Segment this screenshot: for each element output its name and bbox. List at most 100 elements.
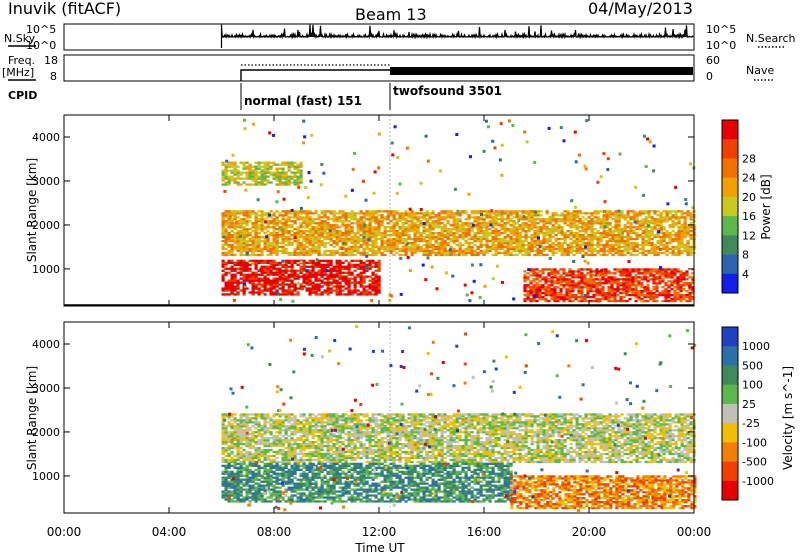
heatmap-cell <box>497 230 501 233</box>
heatmap-cell <box>311 273 315 276</box>
heatmap-cell <box>682 274 686 277</box>
heatmap-cell <box>638 210 642 213</box>
heatmap-cell <box>224 431 228 434</box>
heatmap-cell <box>308 251 312 255</box>
heatmap-cell <box>338 245 342 249</box>
heatmap-cell <box>662 245 666 249</box>
heatmap-cell <box>368 261 372 264</box>
heatmap-cell <box>476 218 480 221</box>
heatmap-cell <box>233 247 237 251</box>
heatmap-cell <box>652 280 656 283</box>
heatmap-cell <box>299 175 303 178</box>
heatmap-cell <box>533 160 537 164</box>
heatmap-cell <box>248 175 252 178</box>
heatmap-cell <box>529 270 533 273</box>
heatmap-cell <box>635 235 639 239</box>
heatmap-cell <box>320 162 324 166</box>
heatmap-cell <box>227 267 231 270</box>
heatmap-cell <box>464 251 468 255</box>
heatmap-cell <box>260 253 264 257</box>
heatmap-cell <box>254 446 258 450</box>
heatmap-cell <box>257 214 261 217</box>
heatmap-cell <box>371 218 375 221</box>
heatmap-cell <box>446 234 450 237</box>
heatmap-cell <box>437 220 441 223</box>
heatmap-cell <box>338 263 342 266</box>
heatmap-cell <box>341 210 345 213</box>
heatmap-cell <box>239 220 243 223</box>
heatmap-cell <box>242 222 246 225</box>
heatmap-cell <box>251 437 255 440</box>
heatmap-cell <box>269 267 273 270</box>
heatmap-cell <box>652 288 656 291</box>
heatmap-cell <box>305 234 309 237</box>
heatmap-cell <box>482 237 486 241</box>
heatmap-cell <box>625 278 629 281</box>
heatmap-cell <box>266 454 270 458</box>
heatmap-cell <box>674 232 678 235</box>
heatmap-cell <box>491 218 495 221</box>
heatmap-cell <box>263 413 267 416</box>
heatmap-cell <box>305 210 309 213</box>
heatmap-cell <box>372 191 376 195</box>
heatmap-cell <box>245 243 249 247</box>
heatmap-cell <box>335 251 339 255</box>
heatmap-cell <box>446 228 450 231</box>
heatmap-cell <box>266 165 270 168</box>
heatmap-cell <box>530 226 534 229</box>
heatmap-cell <box>296 177 300 180</box>
heatmap-cell <box>482 222 486 225</box>
heatmap-cell <box>281 234 285 237</box>
heatmap-cell <box>266 169 270 172</box>
heatmap-cell <box>326 261 330 264</box>
heatmap-cell <box>664 298 668 301</box>
heatmap-cell <box>413 243 417 247</box>
heatmap-cell <box>350 277 354 280</box>
heatmap-cell <box>602 218 606 221</box>
heatmap-cell <box>317 226 321 229</box>
heatmap-cell <box>284 220 288 223</box>
heatmap-cell <box>281 183 285 186</box>
heatmap-cell <box>689 212 693 215</box>
heatmap-cell <box>281 218 285 221</box>
heatmap-cell <box>526 294 530 297</box>
heatmap-cell <box>521 212 525 215</box>
heatmap-cell <box>538 288 542 291</box>
heatmap-cell <box>422 232 426 235</box>
heatmap-cell <box>410 228 414 231</box>
heatmap-cell <box>547 290 551 293</box>
heatmap-cell <box>317 273 321 276</box>
heatmap-cell <box>494 224 498 227</box>
heatmap-cell <box>278 167 282 170</box>
heatmap-cell <box>359 243 363 247</box>
heatmap-cell <box>320 226 324 229</box>
heatmap-cell <box>265 235 269 239</box>
heatmap-cell <box>281 259 285 263</box>
heatmap-cell <box>272 271 276 274</box>
heatmap-cell <box>269 173 273 176</box>
heatmap-cell <box>392 232 396 235</box>
heatmap-cell <box>278 271 282 274</box>
heatmap-cell <box>637 268 641 271</box>
heatmap-cell <box>266 273 270 276</box>
heatmap-cell <box>224 222 228 225</box>
heatmap-cell <box>245 214 249 217</box>
heatmap-cell <box>224 261 228 264</box>
heatmap-cell <box>329 212 333 215</box>
heatmap-cell <box>356 218 360 221</box>
heatmap-cell <box>296 232 300 235</box>
heatmap-cell <box>245 273 249 276</box>
heatmap-cell <box>242 421 246 424</box>
heatmap-cell <box>221 460 225 464</box>
heatmap-cell <box>239 269 243 272</box>
heatmap-cell <box>230 435 234 438</box>
heatmap-cell <box>392 212 396 215</box>
heatmap-cell <box>263 218 267 221</box>
heatmap-cell <box>566 218 570 221</box>
heatmap-cell <box>260 448 264 452</box>
heatmap-cell <box>556 296 560 299</box>
heatmap-cell <box>422 214 426 217</box>
heatmap-cell <box>673 296 677 299</box>
heatmap-cell <box>287 177 291 180</box>
